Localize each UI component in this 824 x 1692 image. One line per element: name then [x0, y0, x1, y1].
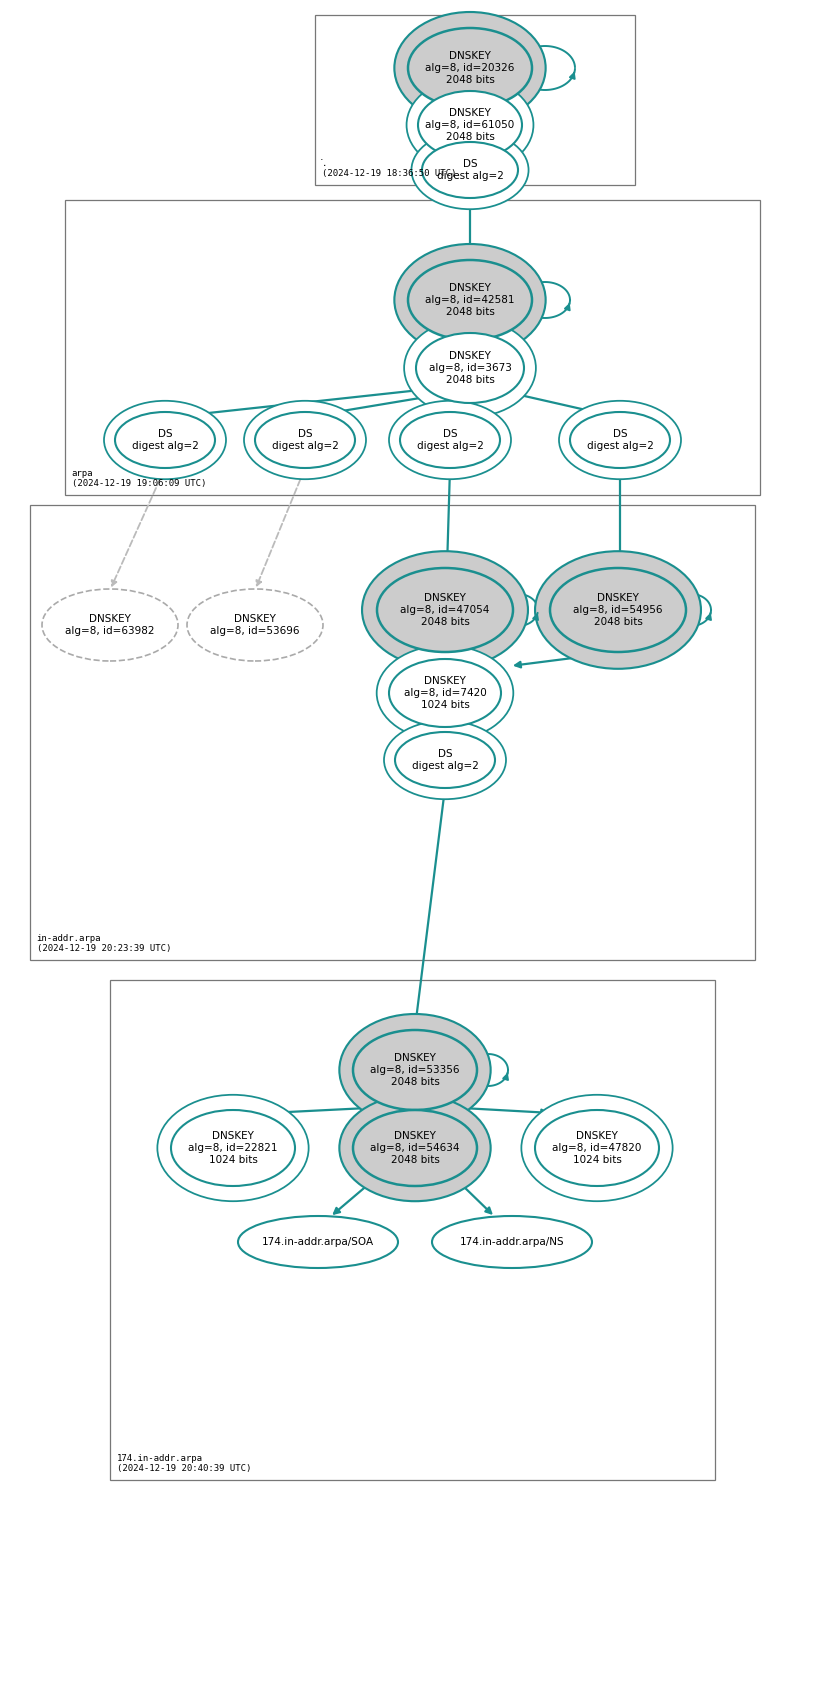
Ellipse shape: [377, 645, 513, 741]
Text: DNSKEY
alg=8, id=63982: DNSKEY alg=8, id=63982: [65, 614, 155, 636]
Ellipse shape: [42, 589, 178, 662]
Ellipse shape: [395, 733, 495, 788]
Ellipse shape: [377, 569, 513, 651]
Ellipse shape: [411, 130, 528, 210]
Ellipse shape: [353, 1030, 477, 1110]
Ellipse shape: [416, 333, 524, 403]
Ellipse shape: [339, 1014, 490, 1125]
Text: .: .: [320, 152, 324, 162]
Ellipse shape: [104, 401, 226, 479]
Text: DNSKEY
alg=8, id=47054
2048 bits: DNSKEY alg=8, id=47054 2048 bits: [400, 594, 489, 626]
Ellipse shape: [389, 401, 511, 479]
Ellipse shape: [432, 1217, 592, 1267]
Ellipse shape: [244, 401, 366, 479]
Text: DS
digest alg=2: DS digest alg=2: [411, 750, 479, 772]
Ellipse shape: [400, 411, 500, 469]
Ellipse shape: [408, 29, 532, 108]
Ellipse shape: [408, 261, 532, 340]
Ellipse shape: [115, 411, 215, 469]
Text: DNSKEY
alg=8, id=47820
1024 bits: DNSKEY alg=8, id=47820 1024 bits: [552, 1132, 642, 1164]
Ellipse shape: [418, 91, 522, 159]
Ellipse shape: [406, 78, 533, 173]
Ellipse shape: [171, 1110, 295, 1186]
Text: DNSKEY
alg=8, id=54956
2048 bits: DNSKEY alg=8, id=54956 2048 bits: [574, 594, 662, 626]
Text: DNSKEY
alg=8, id=53356
2048 bits: DNSKEY alg=8, id=53356 2048 bits: [370, 1054, 460, 1086]
Text: DNSKEY
alg=8, id=3673
2048 bits: DNSKEY alg=8, id=3673 2048 bits: [428, 352, 512, 384]
Text: DNSKEY
alg=8, id=42581
2048 bits: DNSKEY alg=8, id=42581 2048 bits: [425, 283, 515, 316]
Bar: [315, 15, 635, 184]
Text: DNSKEY
alg=8, id=54634
2048 bits: DNSKEY alg=8, id=54634 2048 bits: [370, 1132, 460, 1164]
Ellipse shape: [559, 401, 681, 479]
Bar: [110, 980, 715, 1480]
Text: DNSKEY
alg=8, id=20326
2048 bits: DNSKEY alg=8, id=20326 2048 bits: [425, 51, 515, 85]
Text: .
(2024-12-19 18:36:50 UTC): . (2024-12-19 18:36:50 UTC): [321, 159, 456, 178]
Text: DS
digest alg=2: DS digest alg=2: [132, 430, 199, 450]
Text: 174.in-addr.arpa/NS: 174.in-addr.arpa/NS: [460, 1237, 564, 1247]
Text: DNSKEY
alg=8, id=22821
1024 bits: DNSKEY alg=8, id=22821 1024 bits: [188, 1132, 278, 1164]
Text: DNSKEY
alg=8, id=7420
1024 bits: DNSKEY alg=8, id=7420 1024 bits: [404, 677, 486, 709]
Ellipse shape: [535, 1110, 659, 1186]
Ellipse shape: [550, 569, 686, 651]
Text: 174.in-addr.arpa/SOA: 174.in-addr.arpa/SOA: [262, 1237, 374, 1247]
Text: 174.in-addr.arpa
(2024-12-19 20:40:39 UTC): 174.in-addr.arpa (2024-12-19 20:40:39 UT…: [116, 1453, 251, 1474]
Text: DNSKEY
alg=8, id=61050
2048 bits: DNSKEY alg=8, id=61050 2048 bits: [425, 108, 515, 142]
Ellipse shape: [362, 552, 528, 668]
Ellipse shape: [570, 411, 670, 469]
Ellipse shape: [522, 1095, 672, 1201]
Text: DS
digest alg=2: DS digest alg=2: [437, 159, 503, 181]
Text: DS
digest alg=2: DS digest alg=2: [587, 430, 653, 450]
Ellipse shape: [395, 244, 545, 355]
Ellipse shape: [238, 1217, 398, 1267]
Ellipse shape: [404, 320, 536, 416]
Text: in-addr.arpa
(2024-12-19 20:23:39 UTC): in-addr.arpa (2024-12-19 20:23:39 UTC): [36, 934, 171, 953]
Text: DNSKEY
alg=8, id=53696: DNSKEY alg=8, id=53696: [210, 614, 300, 636]
Text: DS
digest alg=2: DS digest alg=2: [272, 430, 339, 450]
Ellipse shape: [535, 552, 701, 668]
Ellipse shape: [395, 12, 545, 124]
Ellipse shape: [157, 1095, 309, 1201]
Text: arpa
(2024-12-19 19:06:09 UTC): arpa (2024-12-19 19:06:09 UTC): [72, 469, 206, 489]
Ellipse shape: [339, 1095, 490, 1201]
Ellipse shape: [389, 658, 501, 728]
Ellipse shape: [353, 1110, 477, 1186]
Ellipse shape: [255, 411, 355, 469]
Bar: [65, 200, 760, 496]
Bar: [30, 504, 755, 959]
Ellipse shape: [384, 721, 506, 799]
Ellipse shape: [187, 589, 323, 662]
Ellipse shape: [422, 142, 518, 198]
Text: DS
digest alg=2: DS digest alg=2: [417, 430, 484, 450]
